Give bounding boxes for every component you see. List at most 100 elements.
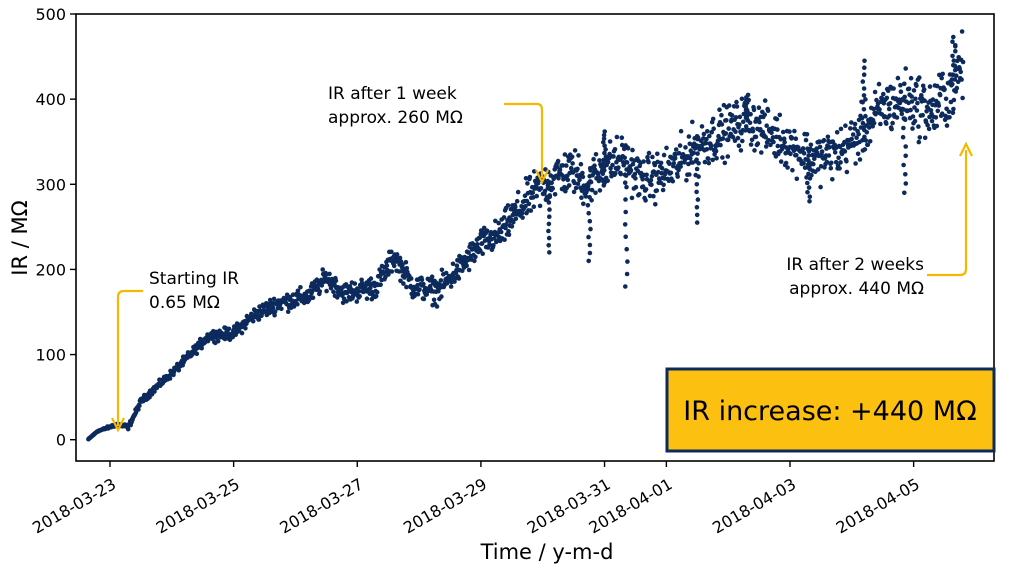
data-point [466,250,471,255]
data-point [628,167,634,173]
data-point [934,123,940,129]
data-point [903,172,908,177]
data-point [527,174,533,180]
data-point [951,63,956,68]
data-point [270,305,276,311]
data-point [844,159,849,164]
data-point [579,195,584,200]
data-point [586,210,591,216]
data-point [860,79,866,84]
data-point [357,294,363,299]
data-point [653,202,658,207]
data-point [397,255,403,261]
data-point [434,304,440,309]
data-point [762,98,768,103]
data-point [849,120,854,125]
data-point [861,86,867,91]
data-point [601,157,606,163]
data-point [789,135,795,141]
data-point [368,276,374,281]
data-point [597,188,603,193]
y-tick-label: 400 [35,90,66,109]
data-point [658,160,664,166]
data-point [421,281,426,287]
data-point [950,39,955,44]
data-point [753,134,759,140]
data-point [910,126,915,131]
data-point [943,96,949,102]
data-point [884,121,889,126]
data-point [860,100,865,105]
data-point [783,160,789,166]
data-point [901,107,906,112]
data-point [707,133,712,139]
data-point [199,345,204,351]
data-point [356,288,362,294]
data-point [239,330,245,336]
data-point [863,113,868,119]
data-point [708,143,714,148]
data-point [520,215,525,220]
data-point [951,58,957,63]
data-point [796,145,801,150]
annotation-week1-arrow [504,102,544,178]
data-point [640,184,646,189]
y-axis: 0 100 200 300 400 500 [35,5,76,450]
data-point [344,299,349,304]
data-point [464,263,470,269]
data-point [506,232,512,237]
data-point [622,172,628,177]
data-point [807,176,813,181]
data-point [955,58,960,64]
data-point [800,146,806,151]
data-point [560,163,566,168]
data-point [647,193,653,199]
annotation-week2-line2: approx. 440 MΩ [789,279,924,299]
data-point [586,258,591,264]
data-point [618,171,624,177]
data-point [272,309,278,314]
data-point [848,126,853,131]
data-point [526,201,532,207]
data-point [546,200,552,205]
data-point [921,87,927,92]
data-point [833,159,839,165]
data-point [602,150,607,156]
data-point [369,296,375,302]
data-point [492,236,497,241]
y-tick-label: 200 [35,260,66,279]
data-point [705,129,710,134]
data-point [601,136,607,141]
data-point [285,309,291,315]
data-point [947,115,952,120]
data-point [686,134,692,139]
data-point [137,403,142,409]
data-point [340,300,346,306]
data-point [479,241,485,246]
data-point [824,159,830,165]
data-point [710,157,715,163]
data-point [749,137,755,143]
data-point [640,177,645,182]
data-point [836,155,841,161]
data-point [496,220,502,226]
data-point [719,122,725,127]
data-point [484,228,490,233]
data-point [815,167,821,172]
data-point [552,192,558,197]
data-point [803,137,809,143]
data-point [661,182,666,188]
data-point [501,215,507,220]
data-point [914,83,919,89]
data-point [725,137,731,143]
data-point [916,124,921,129]
data-point [622,155,627,161]
data-point [359,280,365,286]
data-point [523,203,528,209]
y-axis-label: IR / MΩ [8,200,32,275]
data-point [401,281,406,286]
data-point [908,107,913,113]
plot-frame [75,13,995,462]
data-point [850,132,856,137]
data-point [623,160,629,165]
